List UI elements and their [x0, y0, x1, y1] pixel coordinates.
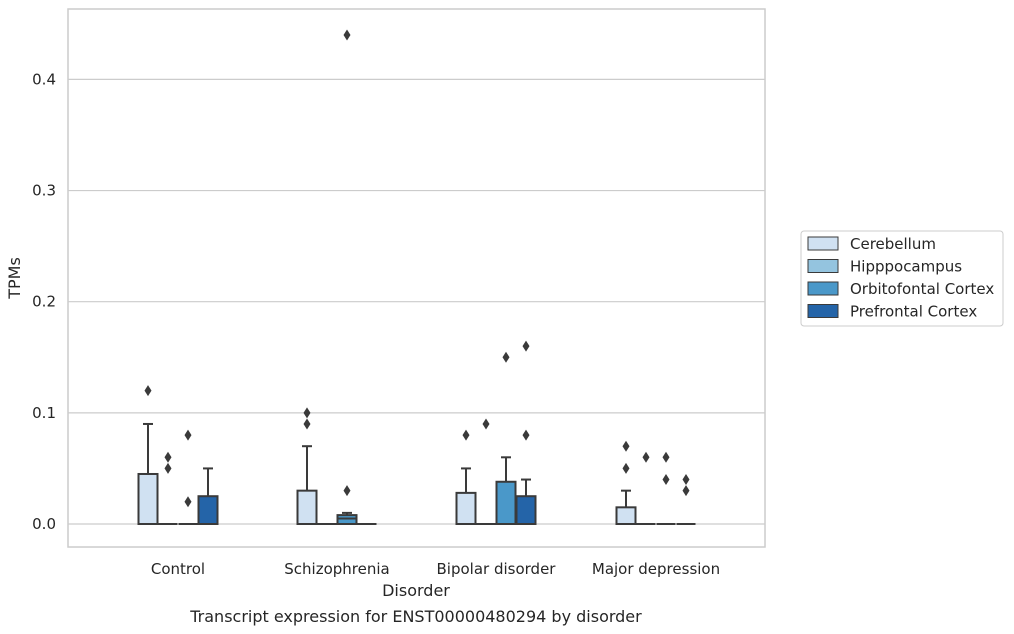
box-plots	[137, 29, 696, 526]
box-body	[615, 506, 637, 526]
outlier-point	[303, 407, 311, 419]
outlier-point	[522, 429, 530, 441]
box-plot	[455, 429, 477, 525]
y-tick-label: 0.2	[32, 293, 56, 311]
outlier-point	[662, 474, 670, 486]
legend-swatch	[807, 236, 839, 251]
y-axis-label: TPMs	[5, 257, 24, 300]
legend-label: Hipppocampus	[850, 258, 962, 276]
y-tick-label: 0.1	[32, 404, 56, 422]
box-plot	[158, 451, 178, 525]
box-plot	[676, 474, 696, 525]
outlier-point	[184, 496, 192, 508]
outlier-point	[662, 451, 670, 463]
outlier-point	[343, 29, 351, 41]
outlier-point	[164, 462, 172, 474]
outlier-point	[622, 440, 630, 452]
outlier-point	[343, 485, 351, 497]
x-tick-label: Bipolar disorder	[437, 560, 557, 578]
box-plot	[495, 351, 517, 525]
legend-swatch	[807, 304, 839, 318]
legend-swatch	[807, 281, 839, 296]
legend-swatch	[807, 259, 839, 273]
box-plot	[178, 429, 198, 525]
box-plot	[197, 467, 219, 525]
outlier-point	[184, 429, 192, 441]
y-tick-label: 0.4	[32, 70, 56, 88]
box-body	[137, 472, 159, 526]
box-plot	[615, 440, 637, 526]
x-tick-label: Schizophrenia	[284, 560, 389, 578]
box-plot	[336, 29, 358, 525]
outlier-point	[303, 418, 311, 430]
y-tick-label: 0.0	[32, 515, 56, 533]
outlier-point	[522, 340, 530, 352]
box-body	[455, 491, 477, 525]
outlier-point	[682, 474, 690, 486]
box-body	[296, 489, 318, 525]
x-tick-label: Major depression	[592, 560, 720, 578]
x-tick-labels: Control Schizophrenia Bipolar disorder Majo…	[151, 560, 720, 578]
outlier-point	[164, 451, 172, 463]
box-plot	[656, 451, 676, 525]
outlier-point	[502, 351, 510, 363]
box-plot	[296, 407, 318, 525]
outlier-point	[482, 418, 490, 430]
legend-label: Prefrontal Cortex	[850, 303, 977, 321]
legend-label: Cerebellum	[850, 235, 936, 253]
outlier-point	[462, 429, 470, 441]
box-body	[495, 480, 517, 525]
box-body	[336, 514, 358, 525]
y-tick-labels: 0.0 0.1 0.2 0.3 0.4	[32, 70, 56, 533]
box-body	[197, 495, 219, 525]
outlier-point	[682, 485, 690, 497]
box-plot	[636, 451, 656, 525]
legend-frame	[800, 230, 1004, 327]
legend: Cerebellum Hipppocampus Orbitofontal Corte…	[800, 230, 1004, 327]
box-plot	[137, 385, 159, 526]
x-tick-label: Control	[151, 560, 205, 578]
y-tick-label: 0.3	[32, 182, 56, 200]
grid-lines	[68, 78, 765, 525]
legend-label: Orbitofontal Cortex	[850, 280, 994, 298]
outlier-point	[144, 385, 152, 397]
box-plot	[515, 340, 537, 525]
plot-frame	[67, 8, 766, 548]
outlier-point	[622, 462, 630, 474]
outlier-point	[642, 451, 650, 463]
box-body	[515, 495, 537, 525]
x-axis-label: Disorder	[382, 581, 450, 600]
box-plot	[476, 418, 496, 525]
chart-title: Transcript expression for ENST0000048029…	[189, 607, 642, 626]
